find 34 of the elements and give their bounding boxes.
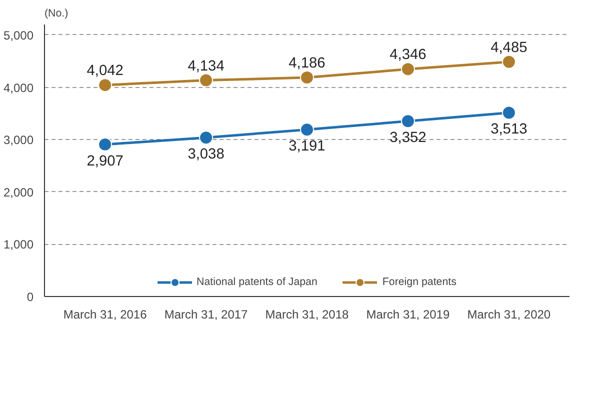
point [300, 70, 314, 85]
y-tick-label: 1,000 [3, 238, 34, 252]
data-label: 4,485 [490, 40, 528, 56]
y-axis-title: (No.) [44, 8, 68, 20]
point [400, 114, 415, 128]
y-tick-label: 4,000 [3, 80, 34, 95]
y-tick-label: 3,000 [3, 133, 34, 148]
data-label: 3,513 [490, 122, 528, 138]
x-tick-label: March 31, 2019 [366, 308, 450, 322]
point [502, 106, 516, 120]
point [199, 130, 214, 145]
point [300, 122, 314, 137]
y-tick-label: 0 [26, 290, 34, 304]
data-label: 4,186 [288, 56, 326, 72]
x-tick-label: March 31, 2020 [467, 308, 551, 322]
legend-label: Foreign patents [382, 276, 456, 288]
data-label: 4,346 [390, 47, 426, 64]
point [98, 78, 112, 92]
legend-label: National patents of Japan [196, 276, 318, 288]
point [98, 137, 112, 152]
x-tick-label: March 31, 2016 [63, 308, 148, 322]
data-label: 2,907 [86, 153, 124, 170]
point [502, 54, 516, 69]
x-tick-label: March 31, 2017 [164, 308, 248, 322]
point [199, 73, 214, 88]
point [400, 62, 415, 76]
data-label: 4,042 [86, 63, 124, 80]
data-label: 4,134 [188, 58, 224, 74]
y-tick-label: 2,000 [3, 185, 34, 200]
y-tick-label: 5,000 [3, 28, 34, 42]
data-label: 3,191 [288, 138, 326, 155]
data-label: 3,038 [188, 146, 224, 163]
data-label: 3,352 [390, 130, 426, 146]
x-tick-label: March 31, 2018 [265, 308, 350, 322]
